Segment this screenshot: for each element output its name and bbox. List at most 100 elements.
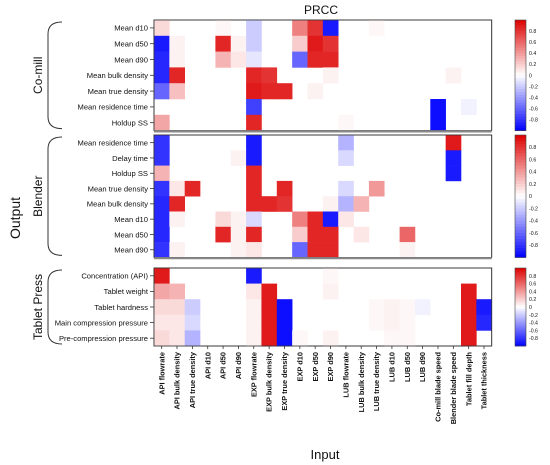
colorbar: 0.80.60.40.20-0.2-0.4-0.6-0.8 [514, 267, 538, 347]
colorbar-step [515, 208, 526, 212]
heatmap-cell [154, 283, 170, 300]
colorbar-step [515, 135, 526, 139]
colorbar-step [515, 156, 526, 160]
heatmap-cell [430, 99, 446, 116]
heatmap-cell [307, 242, 324, 258]
heatmap-cell [246, 196, 262, 212]
heatmap-cell [307, 226, 324, 243]
heatmap-cell [246, 51, 262, 68]
colorbar-step [515, 67, 526, 71]
heatmap-cell [368, 180, 385, 197]
colorbar-step [515, 111, 526, 115]
heatmap-cell [368, 314, 385, 331]
heatmap-cell [338, 196, 354, 212]
colorbar-step [515, 44, 526, 49]
colorbar-step [515, 180, 526, 185]
colorbar-step [515, 91, 526, 96]
heatmap-cell [338, 150, 354, 166]
heatmap-cell [169, 299, 185, 316]
heatmap-cell [169, 196, 185, 212]
heatmap-cell [476, 314, 492, 331]
colorbar-step [515, 295, 526, 298]
colorbar-step [515, 277, 526, 281]
heatmap-cell [230, 51, 247, 68]
colorbar-step [515, 102, 526, 107]
heatmap-cell [184, 330, 201, 347]
row-label: Mean d50 [114, 230, 148, 239]
colorbar-tick-label: -0.8 [529, 336, 538, 342]
colorbar-step [515, 254, 526, 258]
heatmap-cell [246, 242, 262, 258]
heatmap-cell [338, 211, 354, 228]
heatmap-cell [230, 150, 247, 166]
colorbar: 0.80.60.40.20-0.2-0.4-0.6-0.8 [514, 134, 538, 258]
colorbar-step [515, 97, 526, 101]
column-label: Tablet fill depth [464, 352, 473, 407]
heatmap-cell [292, 226, 308, 243]
colorbar-step [515, 190, 526, 194]
heatmap-cell [154, 165, 170, 182]
colorbar-step [515, 116, 526, 120]
colorbar-step [515, 50, 526, 54]
colorbar-step [515, 33, 526, 37]
column-label: EXP d50 [311, 352, 320, 381]
colorbar-step [515, 332, 526, 335]
colorbar-step [515, 105, 526, 109]
colorbar-step [515, 303, 526, 306]
colorbar-tick-label: -0.2 [529, 206, 538, 212]
colorbar-step [515, 119, 526, 123]
heatmap-cell [246, 20, 262, 37]
group-label: Blender [31, 176, 45, 217]
colorbar-step [515, 291, 526, 294]
heatmap-cell [246, 114, 262, 131]
column-label: EXP bulk density [265, 351, 274, 412]
row-label: Mean d50 [114, 40, 148, 49]
heatmap-cell [246, 165, 262, 182]
panel-tablet-press: Concentration (API) Tablet weight Tablet h… [31, 267, 538, 347]
colorbar-step [515, 293, 526, 296]
colorbar-tick-label: 0.2 [529, 297, 536, 303]
heatmap-cell [322, 242, 339, 258]
heatmap-cell [461, 299, 477, 316]
colorbar-tick-label: -0.4 [529, 95, 538, 101]
column-label: LUB bulk density [357, 351, 366, 412]
colorbar-step [515, 316, 526, 320]
heatmap-cell [246, 180, 262, 197]
heatmap-cell [154, 51, 170, 68]
row-label: Mean d90 [114, 246, 148, 255]
row-label: Pre-compression pressure [59, 334, 148, 343]
heatmap-cell [246, 150, 262, 166]
heatmap-cell [215, 51, 232, 68]
heatmap-cell [246, 226, 262, 243]
heatmap-cell [246, 35, 262, 52]
heatmap-cell [430, 114, 446, 131]
heatmap-cell [184, 299, 201, 316]
heatmap-cell [184, 180, 201, 197]
column-label: EXP flowrate [249, 352, 258, 397]
colorbar-step [515, 89, 526, 93]
heatmap-cell [292, 242, 308, 258]
colorbar-step [515, 273, 526, 277]
heatmap-cell [261, 314, 278, 331]
heatmap-cell [246, 314, 262, 331]
heatmap-cell [154, 114, 170, 131]
colorbar-step [515, 281, 526, 284]
column-label: LUB d10 [388, 352, 397, 382]
colorbar-step [515, 125, 526, 129]
chart-title: PRCC [304, 3, 338, 17]
colorbar-tick-label: 0.6 [529, 40, 536, 46]
colorbar-step [515, 174, 526, 179]
colorbar-step [515, 28, 526, 32]
row-label: Delay time [112, 154, 148, 163]
colorbar-step [515, 268, 526, 271]
group-bracket [47, 136, 63, 256]
colorbar-step [515, 138, 526, 142]
colorbar-step [515, 75, 526, 79]
colorbar-step [515, 36, 526, 40]
heatmap-cell [276, 299, 293, 316]
column-label: API d50 [219, 352, 228, 379]
colorbar-step [515, 114, 526, 118]
colorbar-tick-label: 0.6 [529, 157, 536, 163]
row-label: Main compression pressure [55, 318, 148, 327]
colorbar-tick-label: 0.2 [529, 182, 536, 188]
